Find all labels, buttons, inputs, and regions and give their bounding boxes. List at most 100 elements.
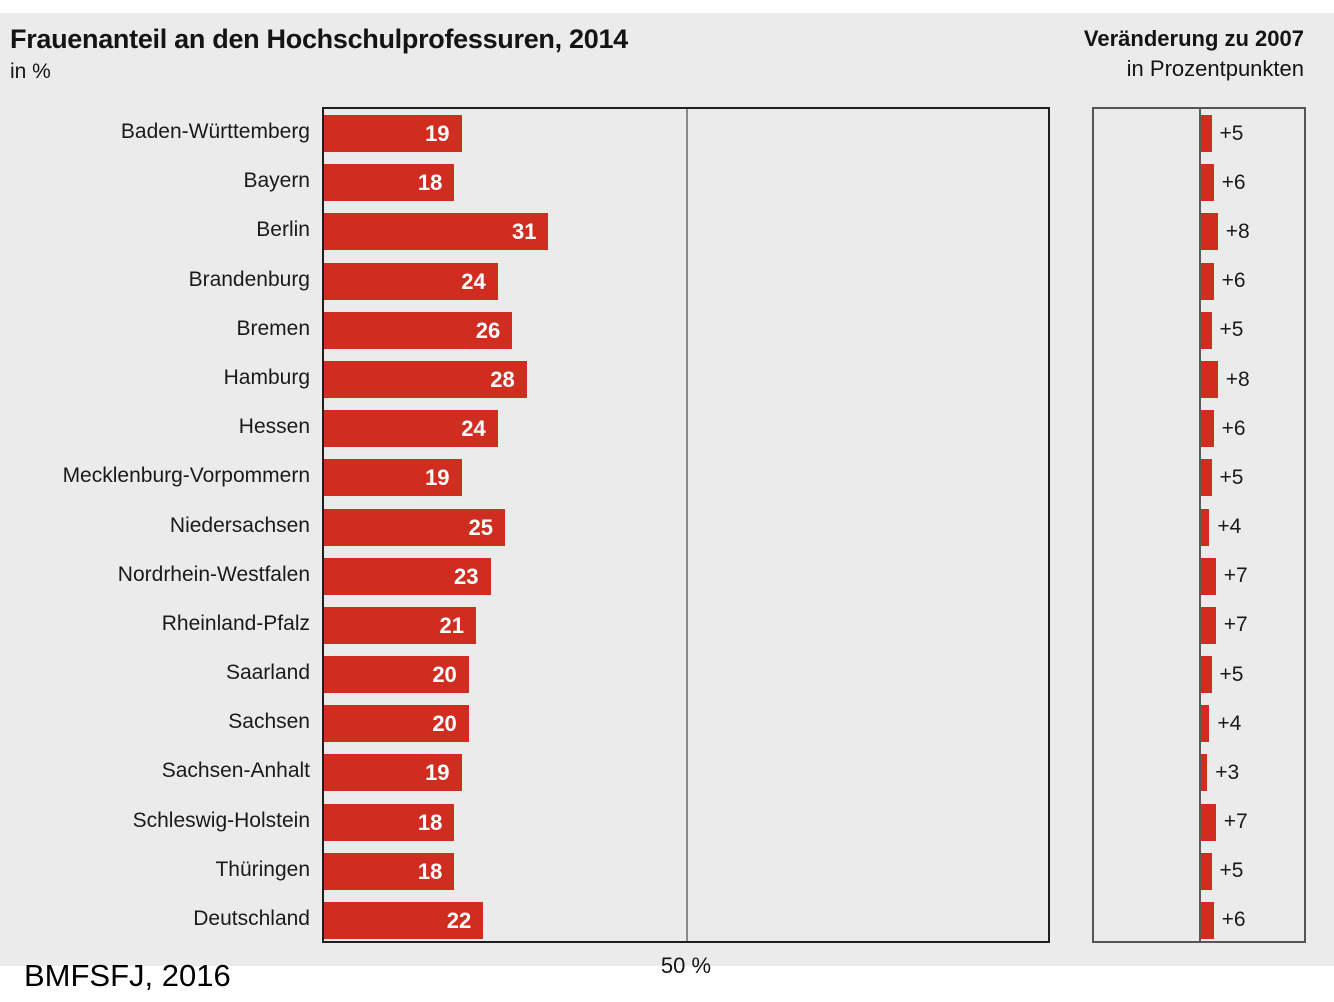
category-label: Bremen [236, 316, 310, 340]
category-label: Mecklenburg-Vorpommern [62, 464, 310, 488]
change-bar [1201, 656, 1212, 693]
change-row: +6 [1201, 262, 1246, 300]
change-bar [1201, 311, 1212, 349]
change-value-label: +8 [1225, 219, 1250, 243]
main-bar-plot: 19 18 31 24 26 28 24 19 25 23 21 20 20 19 18 18 22 [322, 107, 1050, 943]
bar-value-label: 23 [454, 563, 479, 589]
bar-value-label: 22 [446, 907, 472, 933]
change-value-label: +3 [1215, 760, 1240, 784]
change-value-label: +6 [1221, 908, 1246, 932]
category-label: Sachsen-Anhalt [161, 759, 310, 783]
value-bar: 18 [324, 803, 455, 841]
change-row: +6 [1201, 410, 1246, 448]
value-bar: 22 [324, 901, 484, 939]
value-bar: 26 [324, 311, 513, 349]
bar-value-label: 31 [511, 219, 537, 245]
change-value-label: +5 [1219, 465, 1244, 489]
value-bar: 23 [324, 557, 491, 595]
change-row: +4 [1201, 508, 1241, 546]
value-bar: 24 [324, 410, 498, 448]
bar-value-label: 21 [439, 612, 465, 638]
category-labels: Baden-Württemberg Bayern Berlin Brandenburg… [0, 107, 310, 943]
bar-value-label: 19 [425, 465, 450, 491]
chart-unit-label: in % [10, 60, 51, 83]
bar-value-label: 26 [475, 317, 501, 343]
bar-value-label: 25 [468, 514, 493, 540]
category-label: Bayern [243, 169, 310, 193]
change-value-label: +6 [1221, 269, 1246, 293]
change-bar [1201, 901, 1214, 939]
value-bar: 19 [324, 115, 462, 153]
category-label: Deutschland [193, 906, 310, 930]
change-bar [1201, 213, 1218, 251]
change-row: +6 [1201, 901, 1246, 939]
category-label: Sachsen [228, 710, 310, 734]
category-label: Hamburg [223, 366, 310, 389]
change-row: +4 [1201, 705, 1242, 743]
change-bar [1201, 164, 1214, 202]
change-value-label: +5 [1219, 859, 1244, 883]
change-bar [1201, 459, 1212, 497]
value-bar: 28 [324, 361, 527, 398]
change-value-label: +8 [1225, 367, 1250, 391]
change-value-label: +7 [1223, 564, 1248, 588]
category-label: Rheinland-Pfalz [161, 611, 310, 635]
change-row: +5 [1201, 459, 1244, 497]
value-bar: 25 [324, 508, 505, 546]
change-row: +7 [1201, 606, 1248, 644]
change-panel-subtitle: in Prozentpunkten [1126, 56, 1304, 81]
change-row: +7 [1201, 557, 1248, 595]
gridline-50-percent [686, 109, 688, 941]
change-panel-header: Veränderung zu 2007 in Prozentpunkten [1084, 26, 1304, 82]
change-bar [1201, 557, 1216, 595]
bar-value-label: 18 [417, 809, 443, 835]
value-bar: 24 [324, 262, 498, 300]
source-attribution: BMFSFJ, 2016 [24, 958, 231, 993]
category-label: Niedersachsen [169, 513, 310, 537]
value-bar: 18 [324, 852, 455, 890]
change-panel-title: Veränderung zu 2007 [1083, 26, 1304, 51]
change-value-label: +5 [1219, 121, 1244, 145]
change-bar [1201, 803, 1216, 841]
change-row: +3 [1201, 754, 1240, 792]
bar-value-label: 19 [425, 121, 450, 147]
value-bar: 18 [324, 164, 455, 202]
change-value-label: +5 [1219, 662, 1244, 686]
change-value-label: +5 [1219, 318, 1244, 342]
category-label: Brandenburg [188, 267, 310, 291]
bar-value-label: 20 [432, 662, 457, 687]
change-bar [1201, 705, 1210, 743]
change-row: +5 [1201, 311, 1244, 349]
change-row: +5 [1201, 852, 1244, 890]
change-value-label: +6 [1221, 170, 1246, 194]
bar-value-label: 24 [461, 268, 486, 294]
value-bar: 31 [324, 213, 549, 251]
category-label: Baden-Württemberg [120, 120, 310, 144]
bar-value-label: 18 [417, 858, 443, 884]
value-bar: 20 [324, 656, 469, 693]
change-bar [1201, 262, 1214, 300]
category-label: Berlin [256, 218, 310, 242]
bar-value-label: 19 [425, 760, 450, 786]
change-bar [1201, 754, 1208, 792]
change-bar [1201, 361, 1218, 398]
category-label: Nordrhein-Westfalen [117, 562, 310, 586]
change-row: +5 [1201, 115, 1244, 153]
change-value-label: +4 [1217, 711, 1242, 735]
change-row: +7 [1201, 803, 1248, 841]
change-row: +8 [1201, 213, 1250, 251]
change-row: +5 [1201, 656, 1243, 693]
category-label: Schleswig-Holstein [132, 808, 310, 832]
change-bar [1201, 852, 1212, 890]
chart-title: Frauenanteil an den Hochschulprofessuren… [10, 24, 628, 54]
bar-value-label: 28 [490, 367, 515, 392]
change-bar [1201, 606, 1216, 644]
change-value-label: +6 [1221, 416, 1246, 440]
change-value-label: +7 [1223, 613, 1248, 637]
bar-value-label: 20 [432, 711, 457, 737]
change-bar [1201, 410, 1214, 448]
bar-value-label: 24 [461, 416, 486, 442]
change-row: +8 [1201, 361, 1250, 398]
value-bar: 20 [324, 705, 469, 743]
